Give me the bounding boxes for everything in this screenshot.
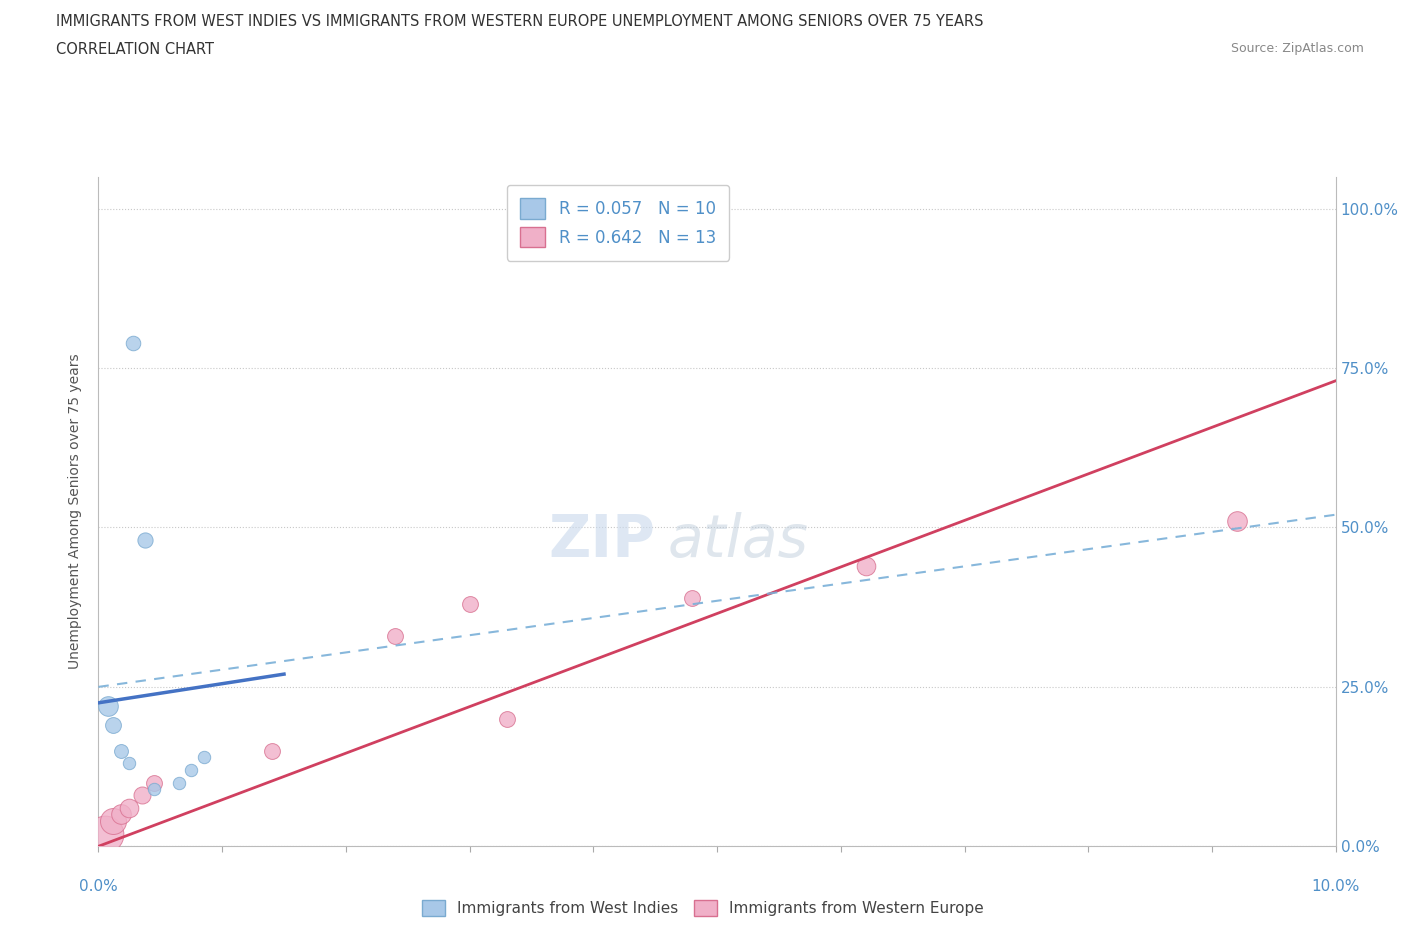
Point	[97, 698, 120, 713]
Point	[1226, 513, 1249, 528]
Text: IMMIGRANTS FROM WEST INDIES VS IMMIGRANTS FROM WESTERN EUROPE UNEMPLOYMENT AMONG: IMMIGRANTS FROM WEST INDIES VS IMMIGRANT…	[56, 14, 984, 29]
Text: 0.0%: 0.0%	[79, 879, 118, 894]
Point	[495, 711, 517, 726]
Point	[260, 743, 283, 758]
Point	[167, 775, 190, 790]
Point	[110, 743, 132, 758]
Legend: Immigrants from West Indies, Immigrants from Western Europe: Immigrants from West Indies, Immigrants …	[416, 894, 990, 923]
Y-axis label: Unemployment Among Seniors over 75 years: Unemployment Among Seniors over 75 years	[69, 353, 83, 670]
Point	[384, 629, 406, 644]
Point	[118, 756, 141, 771]
Point	[131, 788, 153, 803]
Text: ZIP: ZIP	[548, 512, 655, 569]
Text: 10.0%: 10.0%	[1312, 879, 1360, 894]
Text: CORRELATION CHART: CORRELATION CHART	[56, 42, 214, 57]
Point	[134, 533, 156, 548]
Point	[458, 596, 481, 611]
Point	[143, 775, 166, 790]
Point	[103, 814, 125, 829]
Point	[103, 718, 125, 733]
Text: Source: ZipAtlas.com: Source: ZipAtlas.com	[1230, 42, 1364, 55]
Point	[122, 335, 145, 350]
Text: atlas: atlas	[668, 512, 808, 569]
Legend: R = 0.057   N = 10, R = 0.642   N = 13: R = 0.057 N = 10, R = 0.642 N = 13	[508, 185, 730, 260]
Point	[118, 801, 141, 816]
Point	[180, 763, 202, 777]
Point	[681, 591, 703, 605]
Point	[110, 807, 132, 822]
Point	[193, 750, 215, 764]
Point	[855, 558, 877, 573]
Point	[143, 781, 166, 796]
Point	[93, 826, 115, 841]
